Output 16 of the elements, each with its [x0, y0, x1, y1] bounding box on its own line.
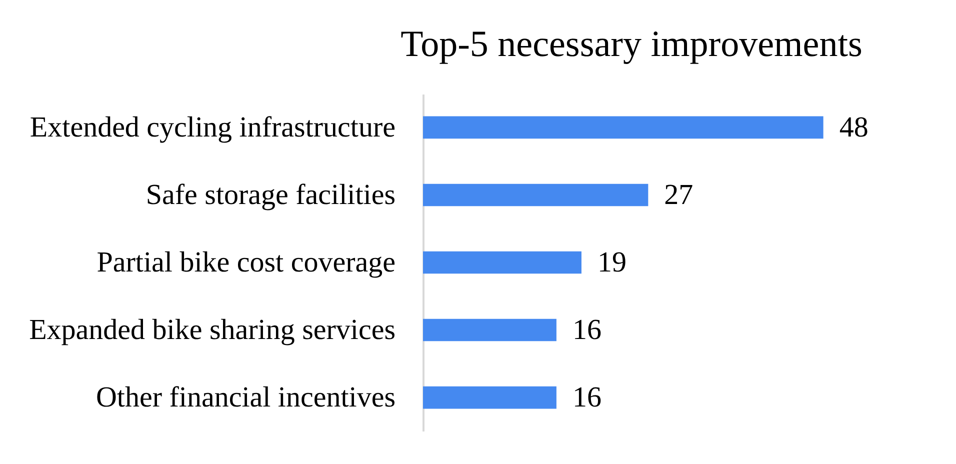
data-label: 16	[572, 314, 602, 346]
y-tick-label: Extended cycling infrastructure	[30, 111, 396, 144]
y-tick-label: Expanded bike sharing services	[29, 314, 396, 346]
bar	[423, 116, 824, 139]
bar	[423, 386, 556, 409]
bar	[423, 318, 556, 342]
bar	[423, 184, 648, 206]
y-tick-label: Safe storage facilities	[146, 178, 396, 211]
chart-title: Top-5 necessary improvements	[400, 24, 862, 65]
y-tick-label: Other financial incentives	[96, 382, 396, 414]
data-label: 16	[572, 382, 602, 414]
data-label: 48	[839, 111, 868, 144]
data-label: 19	[597, 246, 626, 278]
y-tick-label: Partial bike cost coverage	[96, 246, 396, 278]
data-label: 27	[664, 178, 694, 211]
bar	[423, 251, 582, 274]
